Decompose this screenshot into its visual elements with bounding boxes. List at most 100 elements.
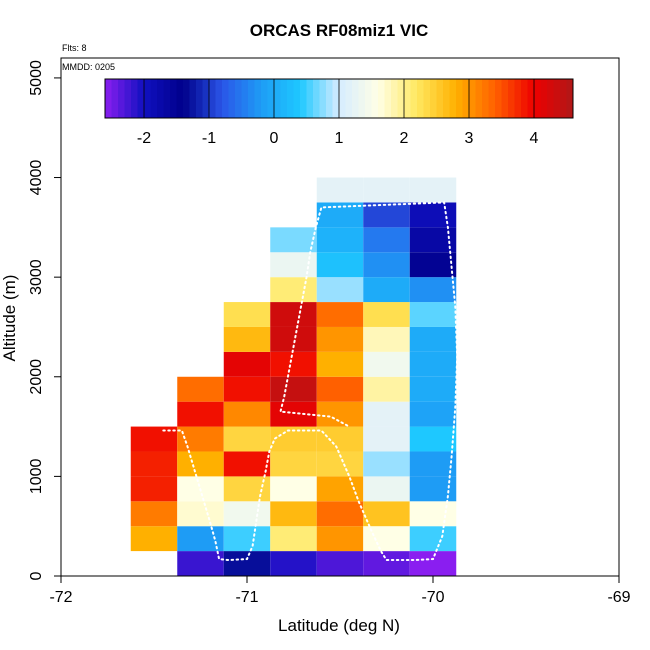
colorbar-segment bbox=[501, 79, 509, 118]
colorbar-segment bbox=[384, 79, 392, 118]
heatmap-cell bbox=[363, 451, 410, 477]
heatmap-cell bbox=[316, 476, 364, 502]
heatmap-cell bbox=[409, 252, 457, 278]
flights-note: Flts: 8 bbox=[62, 43, 87, 53]
heatmap-cell bbox=[270, 476, 317, 502]
colorbar: -2 -1 0 1 2 3 4 bbox=[104, 78, 574, 147]
colorbar-segment bbox=[137, 79, 145, 118]
heatmap-cell bbox=[316, 227, 364, 253]
heatmap-cell bbox=[316, 302, 364, 327]
heatmap-cell bbox=[316, 351, 364, 377]
heatmap-cell bbox=[363, 351, 410, 377]
heatmap-cell bbox=[177, 376, 224, 402]
heatmap-cell bbox=[409, 326, 457, 352]
heatmap-cell bbox=[316, 401, 364, 427]
heatmap-cell bbox=[223, 351, 271, 377]
heatmap-cell bbox=[409, 526, 457, 552]
colorbar-segment bbox=[332, 79, 340, 118]
heatmap-cell bbox=[409, 177, 457, 203]
colorbar-segment bbox=[566, 79, 574, 118]
heatmap-cell bbox=[363, 302, 410, 327]
colorbar-segment bbox=[319, 79, 327, 118]
heatmap-cell bbox=[270, 376, 317, 402]
heatmap-cell bbox=[409, 277, 457, 303]
colorbar-segment bbox=[176, 79, 184, 118]
colorbar-segment bbox=[326, 79, 333, 118]
heatmap-cell bbox=[270, 351, 317, 377]
heatmap-cell bbox=[363, 277, 410, 303]
heatmap-cell bbox=[270, 451, 317, 477]
heatmap-cell bbox=[363, 426, 410, 452]
colorbar-segment bbox=[378, 79, 385, 118]
colorbar-segment bbox=[183, 79, 190, 118]
heatmap-cell bbox=[409, 351, 457, 377]
heatmap-cell bbox=[409, 426, 457, 452]
heatmap-cell bbox=[363, 227, 410, 253]
colorbar-segment bbox=[202, 79, 210, 118]
colorbar-segment bbox=[157, 79, 164, 118]
heatmap-cell bbox=[363, 202, 410, 228]
y-tick-label: 2000 bbox=[28, 359, 45, 395]
colorbar-segment bbox=[280, 79, 288, 118]
heatmap-cell bbox=[316, 426, 364, 452]
heatmap-cell bbox=[316, 252, 364, 278]
colorbar-segment bbox=[397, 79, 405, 118]
heatmap-cell bbox=[409, 501, 457, 527]
colorbar-tick-label: 1 bbox=[335, 130, 344, 147]
colorbar-segment bbox=[241, 79, 249, 118]
heatmap-cell bbox=[223, 451, 271, 477]
colorbar-segment bbox=[235, 79, 242, 118]
colorbar-segment bbox=[144, 79, 151, 118]
x-tick-label: -69 bbox=[607, 589, 630, 606]
colorbar-segment bbox=[436, 79, 444, 118]
heatmap-cell bbox=[177, 451, 224, 477]
colorbar-segment bbox=[547, 79, 554, 118]
heatmap-cell bbox=[409, 401, 457, 427]
colorbar-segment bbox=[118, 79, 125, 118]
colorbar-tick-label: 2 bbox=[400, 130, 409, 147]
flight-track bbox=[162, 201, 459, 562]
heatmap-cell bbox=[223, 526, 271, 552]
heatmap-cell bbox=[316, 326, 364, 352]
colorbar-segment bbox=[495, 79, 502, 118]
colorbar-segment bbox=[482, 79, 489, 118]
colorbar-segment bbox=[508, 79, 515, 118]
colorbar-segment bbox=[313, 79, 320, 118]
colorbar-segment bbox=[553, 79, 561, 118]
heatmap-cell bbox=[130, 526, 178, 552]
colorbar-segment bbox=[404, 79, 411, 118]
colorbar-segment bbox=[534, 79, 541, 118]
heatmap-cell bbox=[363, 376, 410, 402]
heatmap-cell bbox=[316, 277, 364, 303]
colorbar-segment bbox=[228, 79, 236, 118]
heatmap-cell bbox=[409, 302, 457, 327]
heatmap-cell bbox=[177, 501, 224, 527]
colorbar-segment bbox=[462, 79, 470, 118]
heatmap-cell bbox=[270, 551, 317, 576]
flight-track-line bbox=[162, 201, 459, 562]
colorbar-segment bbox=[430, 79, 437, 118]
colorbar-segment bbox=[488, 79, 496, 118]
heatmap-cell bbox=[316, 526, 364, 552]
chart-title: ORCAS RF08miz1 VIC bbox=[250, 21, 429, 40]
colorbar-segment bbox=[300, 79, 307, 118]
heatmap-cell bbox=[223, 551, 271, 576]
heatmap-cell bbox=[316, 501, 364, 527]
heatmap-cell bbox=[270, 227, 317, 253]
colorbar-segment bbox=[267, 79, 275, 118]
colorbar-segment bbox=[475, 79, 483, 118]
colorbar-segment bbox=[358, 79, 366, 118]
heatmap-cell bbox=[363, 326, 410, 352]
heatmap-cell bbox=[409, 551, 457, 576]
colorbar-segment bbox=[293, 79, 301, 118]
colorbar-segment bbox=[150, 79, 158, 118]
colorbar-segment bbox=[352, 79, 359, 118]
heatmap-cell bbox=[177, 551, 224, 576]
heatmap-cell bbox=[223, 476, 271, 502]
heatmap-cell bbox=[223, 302, 271, 327]
x-tick-label: -72 bbox=[49, 589, 72, 606]
heatmap-cell bbox=[270, 252, 317, 278]
colorbar-segment bbox=[222, 79, 229, 118]
colorbar-segment bbox=[417, 79, 424, 118]
colorbar-segment bbox=[443, 79, 450, 118]
